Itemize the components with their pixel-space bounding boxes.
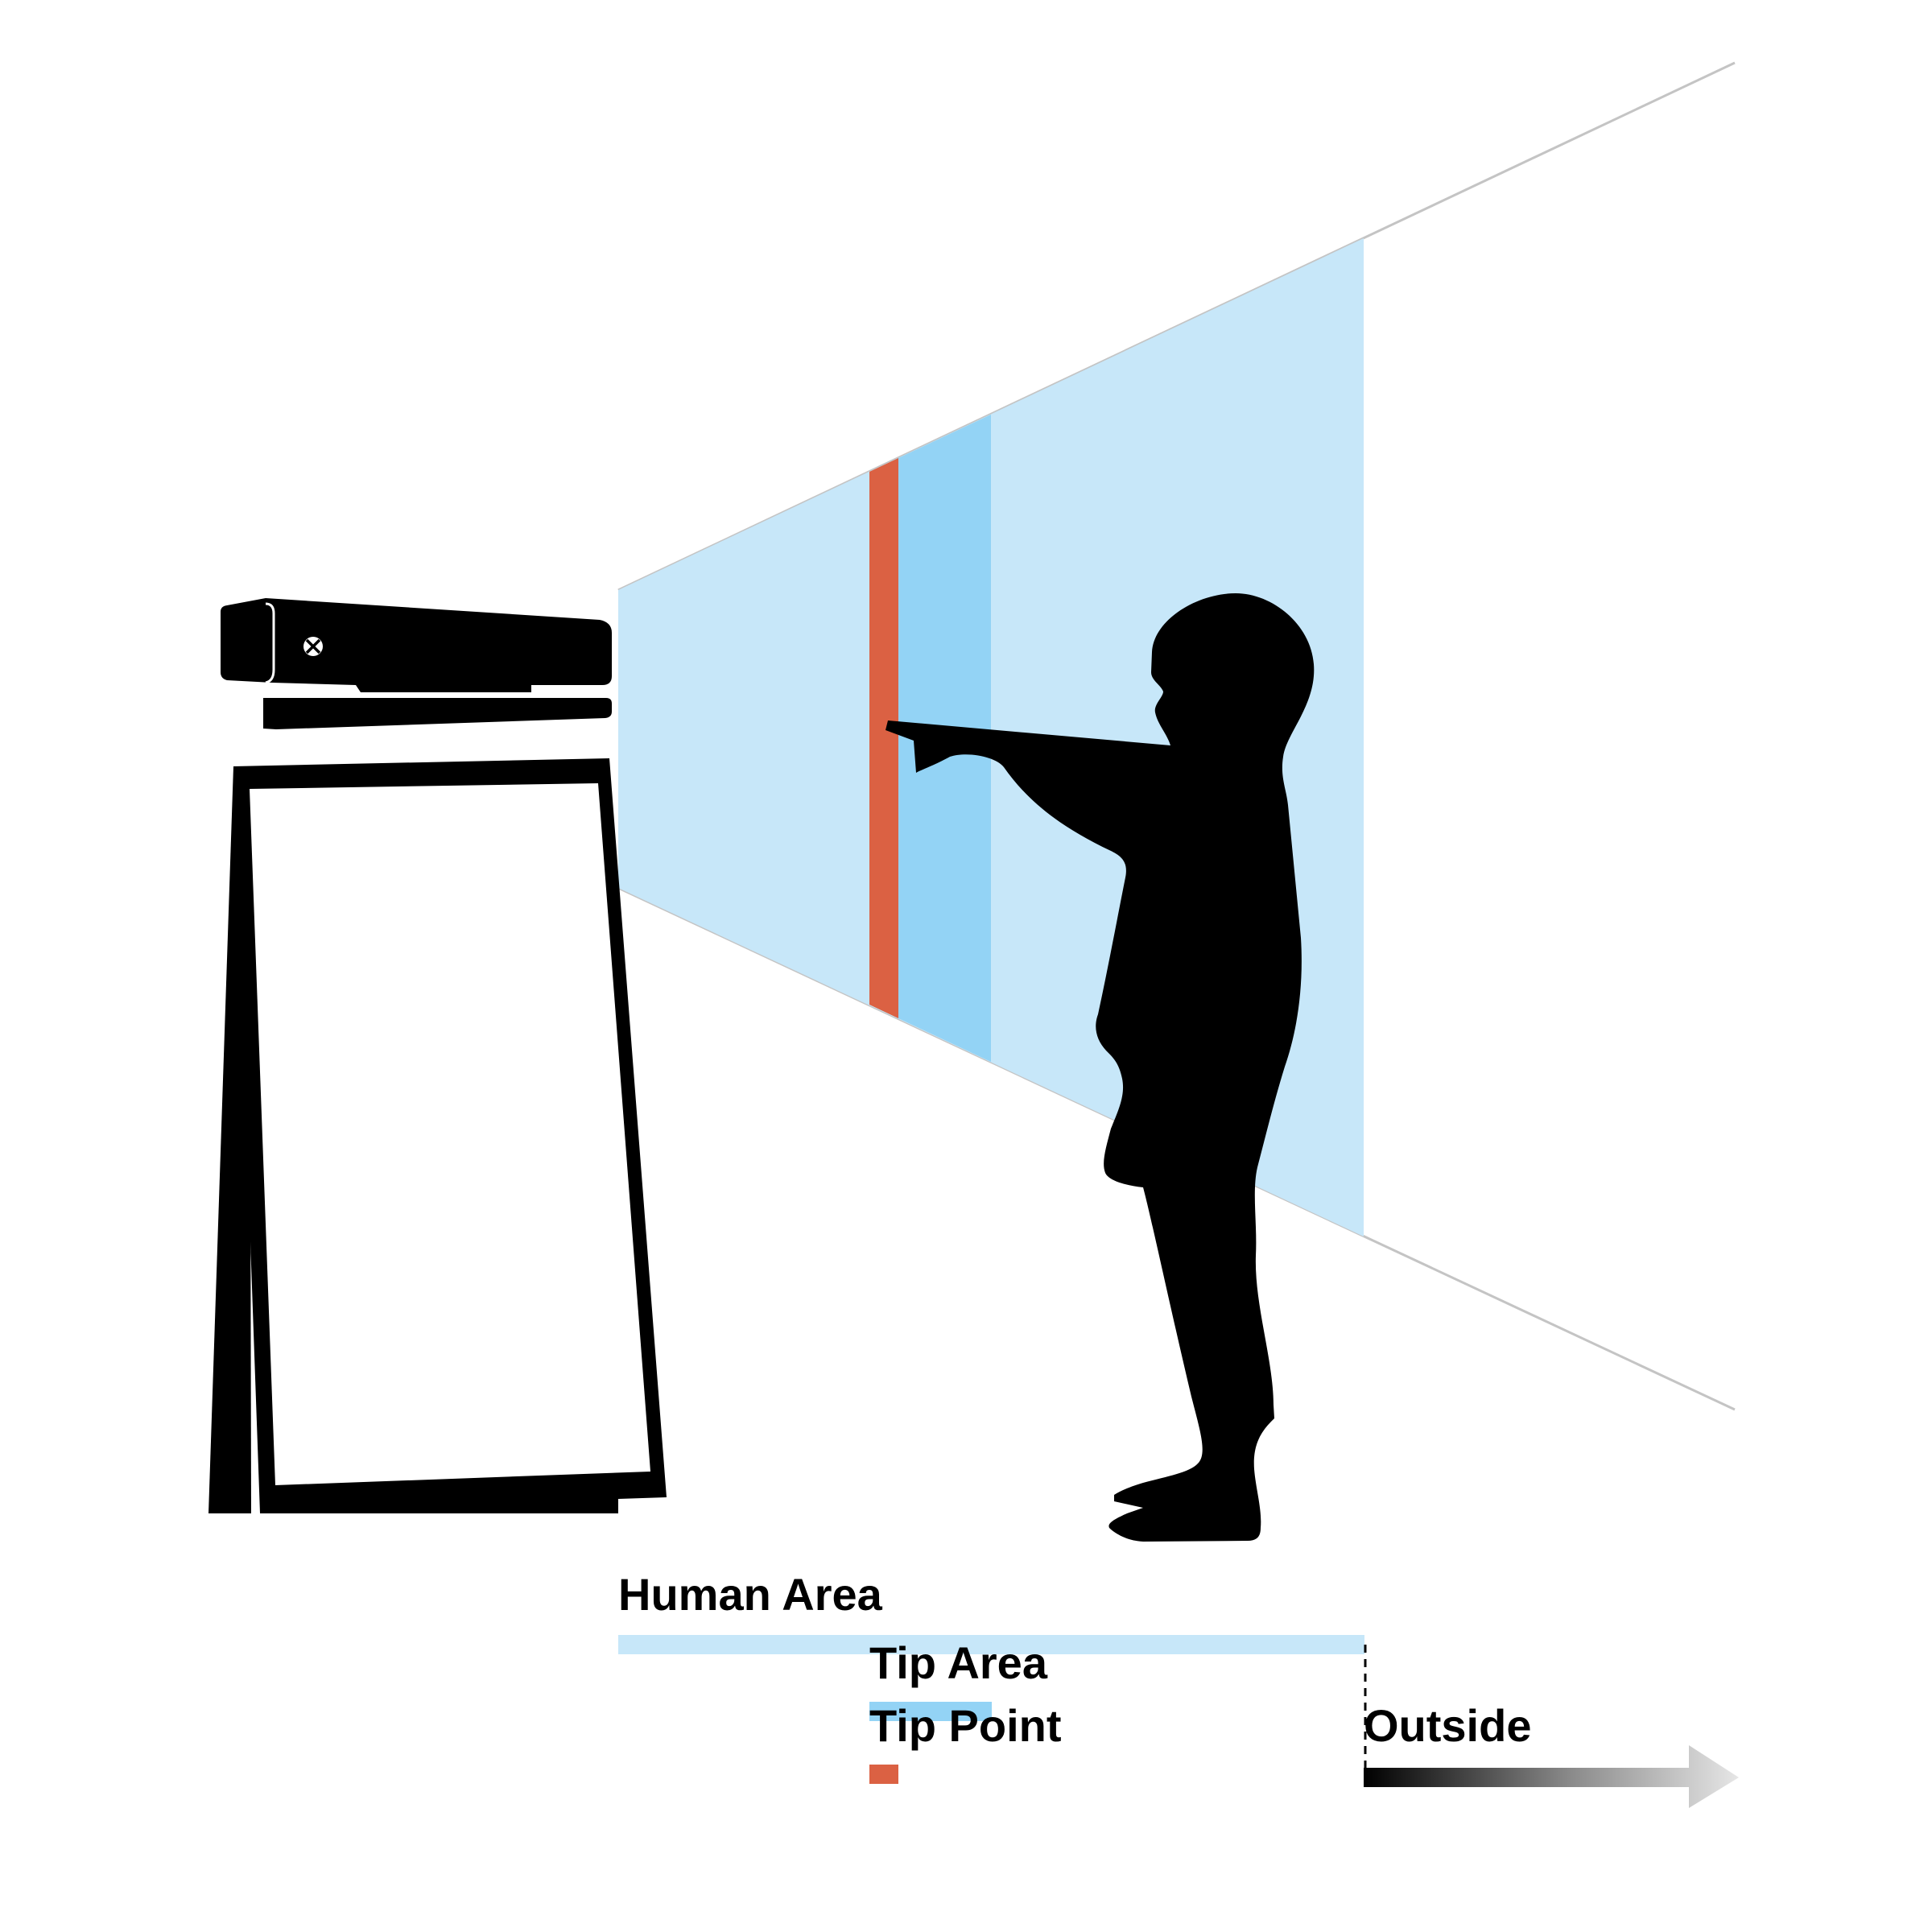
frustum-top-edge <box>617 61 1736 592</box>
kinect-sensor-icon <box>221 598 612 729</box>
display-screen-icon <box>208 758 667 1513</box>
screen-panel <box>250 783 650 1485</box>
legend-outside-label: Outside <box>1364 1700 1531 1751</box>
child-silhouette <box>886 593 1315 1542</box>
sensor-bevel <box>265 602 275 684</box>
legend-tip-area-bar <box>869 1702 992 1721</box>
legend-human-area-bar <box>618 1635 1364 1654</box>
legend-tip-point-swatch <box>869 1765 898 1784</box>
xbox-logo-mark <box>305 638 321 654</box>
legend-tip-area-label: Tip Area <box>869 1637 1048 1688</box>
sensor-base <box>263 698 612 729</box>
tip-point-zone <box>869 458 898 1018</box>
legend-tip-point-label: Tip Point <box>869 1700 1062 1751</box>
arrow-right-icon <box>1364 1745 1739 1808</box>
legend: Human Area Tip Area Tip Point Outside <box>618 1569 1739 1808</box>
sensor-body <box>221 598 612 692</box>
child-pointing-silhouette <box>886 593 1315 1542</box>
legend-human-area-label: Human Area <box>618 1569 883 1620</box>
